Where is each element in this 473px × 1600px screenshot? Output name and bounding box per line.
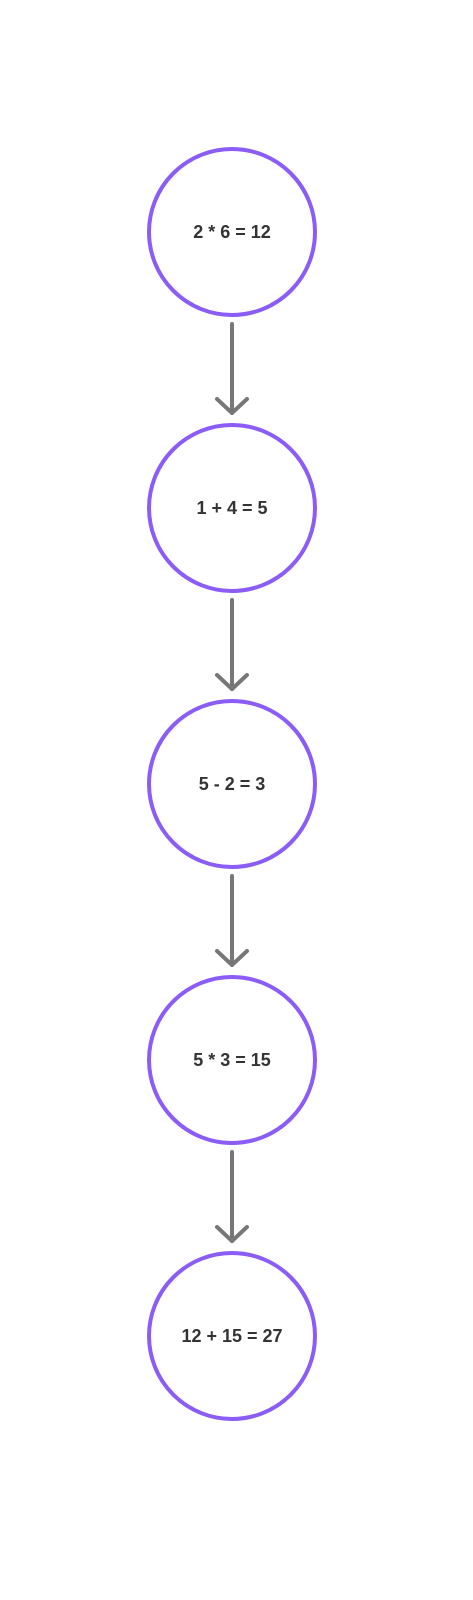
edge-arrow-1 [215, 322, 249, 415]
node-3: 5 - 2 = 3 [147, 699, 317, 869]
node-label: 2 * 6 = 12 [193, 222, 271, 242]
node-1: 2 * 6 = 12 [147, 147, 317, 317]
node-label: 12 + 15 = 27 [181, 1326, 282, 1346]
node-label: 5 - 2 = 3 [199, 774, 266, 794]
node-circle [147, 1251, 317, 1421]
node-5: 12 + 15 = 27 [147, 1251, 317, 1421]
node-circle [147, 975, 317, 1145]
node-circle [147, 147, 317, 317]
edge-arrow-3 [215, 874, 249, 967]
node-circle [147, 699, 317, 869]
node-label: 5 * 3 = 15 [193, 1050, 271, 1070]
node-label: 1 + 4 = 5 [196, 498, 267, 518]
edge-arrow-2 [215, 598, 249, 691]
arrowhead-icon [215, 673, 249, 691]
node-2: 1 + 4 = 5 [147, 423, 317, 593]
edges-layer [215, 322, 249, 1243]
arrowhead-icon [215, 397, 249, 415]
arrowhead-icon [215, 1225, 249, 1243]
arrowhead-icon [215, 949, 249, 967]
node-4: 5 * 3 = 15 [147, 975, 317, 1145]
node-circle [147, 423, 317, 593]
nodes-layer: 2 * 6 = 12 1 + 4 = 5 5 - 2 = 3 5 * 3 = 15 12… [147, 147, 317, 1421]
edge-arrow-4 [215, 1150, 249, 1243]
